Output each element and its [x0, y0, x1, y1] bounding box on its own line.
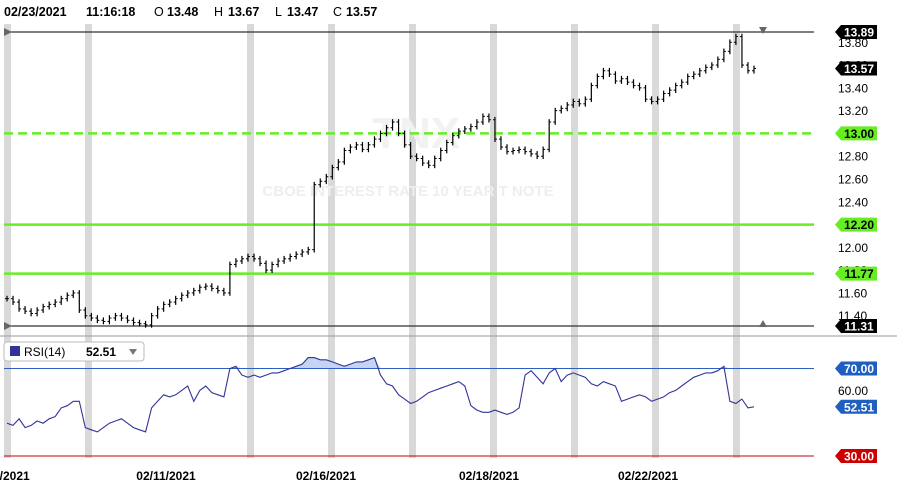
rsi-tag-shape — [835, 449, 877, 463]
header-date: 02/23/2021 — [4, 5, 67, 19]
rsi-axis: 60.00 — [838, 384, 868, 398]
rsi-legend-label: RSI(14) — [24, 345, 65, 359]
price-tag-shape — [835, 126, 877, 141]
price-tag: 11.31 — [844, 320, 874, 334]
session-band — [571, 24, 578, 458]
rsi-tag: 70.00 — [844, 362, 874, 376]
watermark-name: CBOE INTEREST RATE 10 YEAR T NOTE — [262, 183, 553, 200]
session-band — [733, 24, 740, 458]
price-tick-label: 13.80 — [838, 36, 868, 50]
rsi-tag-shape — [835, 361, 877, 376]
time-axis: 0/2021 02/11/2021 02/16/2021 02/18/2021 02/2… — [0, 469, 678, 483]
time-axis-label: 02/11/2021 — [136, 469, 196, 483]
time-axis-label: 02/22/2021 — [618, 469, 678, 483]
last-price-tag: 13.57 — [844, 62, 874, 76]
price-level-lines — [4, 31, 814, 327]
header-low: 13.47 — [287, 5, 318, 19]
rsi-pane: 60.00 70.00 30.00 52.51 — [4, 356, 877, 464]
header-open-label: O — [154, 5, 164, 19]
price-tag: 11.77 — [844, 267, 874, 281]
price-tick-label: 13.20 — [838, 104, 868, 118]
rsi-tag: 30.00 — [844, 450, 874, 464]
rsi-legend-value: 52.51 — [86, 345, 116, 359]
low-marker — [759, 320, 767, 327]
rsi-last-tag-shape — [835, 399, 877, 414]
price-tag-shape — [835, 319, 877, 333]
price-tag-shape — [835, 25, 877, 39]
ohlc-header: 02/23/2021 11:16:18 O 13.48 H 13.67 L 13… — [4, 5, 377, 19]
session-band — [85, 24, 92, 458]
price-tick-label: 12.40 — [838, 195, 868, 209]
left-range-arrow — [4, 28, 12, 36]
header-high: 13.67 — [228, 5, 259, 19]
ohlc-bars — [5, 33, 756, 328]
time-axis-label: 02/16/2021 — [296, 469, 356, 483]
rsi-last-tag: 52.51 — [844, 400, 874, 414]
session-band — [490, 24, 497, 458]
rsi-legend[interactable]: RSI(14) 52.51 — [3, 341, 145, 362]
session-band — [652, 24, 659, 458]
header-low-label: L — [275, 5, 282, 19]
header-close: 13.57 — [346, 5, 377, 19]
price-tick-label: 12.80 — [838, 150, 868, 164]
high-marker — [759, 27, 767, 34]
price-tick-label: 13.40 — [838, 81, 868, 95]
price-tick-label: 12.00 — [838, 241, 868, 255]
session-band — [247, 24, 254, 458]
time-axis-label: 02/18/2021 — [459, 469, 519, 483]
rsi-legend-box[interactable] — [3, 341, 145, 362]
rsi-tick-label: 60.00 — [838, 384, 868, 398]
session-bands — [4, 24, 740, 458]
price-tags: 13.89 13.00 12.20 11.77 11.31 13.57 — [835, 25, 877, 334]
session-band — [4, 24, 11, 458]
price-tag-shape — [835, 217, 877, 232]
rsi-line — [6, 356, 755, 433]
header-close-label: C — [333, 5, 342, 19]
price-tag: 12.20 — [844, 218, 874, 232]
time-axis-label: 0/2021 — [0, 469, 30, 483]
last-price-tag-shape — [835, 61, 877, 76]
header-open: 13.48 — [167, 5, 198, 19]
header-high-label: H — [214, 5, 223, 19]
range-markers — [4, 27, 767, 330]
session-band — [409, 24, 416, 458]
header-time: 11:16:18 — [86, 5, 135, 19]
rsi-level-lines — [4, 368, 814, 457]
price-tick-label: 11.60 — [838, 286, 867, 300]
price-tag-shape — [835, 266, 877, 281]
rsi-tags: 70.00 30.00 52.51 — [835, 361, 877, 464]
price-tag: 13.89 — [844, 26, 874, 40]
rsi-legend-swatch — [10, 346, 20, 356]
price-tag: 13.00 — [844, 127, 874, 141]
chevron-down-icon[interactable] — [129, 349, 137, 355]
price-axis: 13.8013.6013.4013.2012.8012.6012.4012.00… — [838, 36, 868, 323]
left-range-arrow — [4, 322, 12, 330]
watermark: .TNX CBOE INTEREST RATE 10 YEAR T NOTE — [262, 109, 553, 200]
session-band — [328, 24, 335, 458]
price-tick-label: 12.60 — [838, 173, 868, 187]
